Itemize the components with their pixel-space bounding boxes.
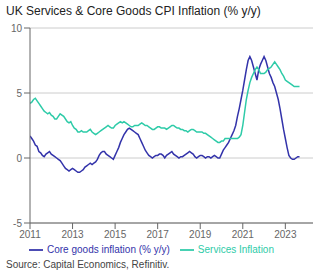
html-text:Services Inflation: Services Inflation xyxy=(197,243,274,255)
svg-text:0: 0 xyxy=(16,153,22,164)
html-text:Source: Capital Economics, Ref: Source: Capital Economics, Refinitiv. xyxy=(6,259,170,270)
svg-text:2017: 2017 xyxy=(147,229,170,240)
svg-text:2021: 2021 xyxy=(232,229,255,240)
html-text:Core goods inflation (% y/y): Core goods inflation (% y/y) xyxy=(47,243,170,255)
html-text:UK Services & Core Goods CPI I: UK Services & Core Goods CPI Inflation (… xyxy=(6,4,261,18)
svg-text:2019: 2019 xyxy=(189,229,212,240)
svg-text:2023: 2023 xyxy=(274,229,297,240)
svg-text:5: 5 xyxy=(16,88,22,99)
svg-text:10: 10 xyxy=(11,23,23,34)
svg-text:2011: 2011 xyxy=(19,229,41,240)
svg-text:2015: 2015 xyxy=(104,229,127,240)
svg-text:2013: 2013 xyxy=(61,229,84,240)
svg-text:-5: -5 xyxy=(13,218,22,229)
